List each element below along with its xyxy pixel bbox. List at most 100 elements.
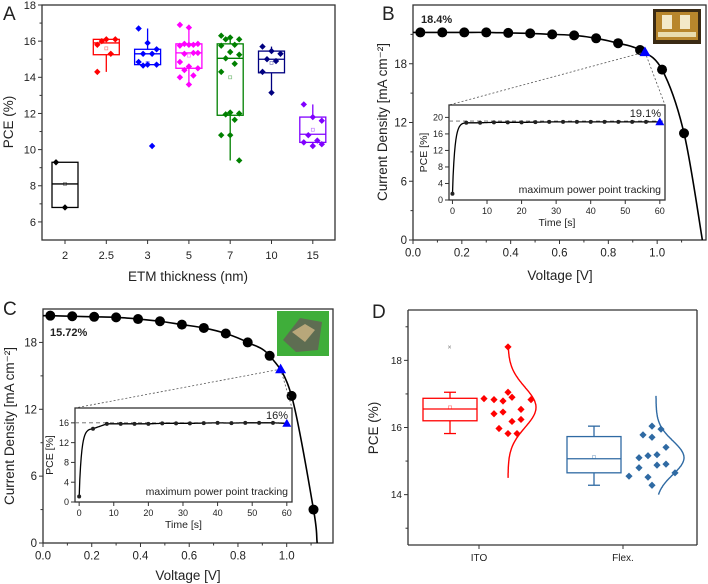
inset-mpp-tracking: 0 4 8 12 16 0 10 20 30 40 50 60 16% maximum power poi… bbox=[44, 407, 293, 531]
pce-data-point bbox=[146, 421, 151, 426]
x-tick-label: 0 bbox=[450, 206, 455, 216]
x-tick-label: 30 bbox=[551, 206, 561, 216]
x-tick-label: 10 bbox=[109, 508, 119, 518]
data-point bbox=[644, 473, 652, 481]
x-tick-label: 0.4 bbox=[132, 551, 149, 563]
y-tick-label: 6 bbox=[401, 176, 407, 188]
pce-data-point bbox=[104, 421, 109, 426]
jv-data-point bbox=[89, 311, 100, 322]
jv-data-point bbox=[415, 27, 426, 38]
box-Flex. bbox=[566, 395, 685, 495]
data-point bbox=[185, 81, 193, 88]
jv-curve bbox=[413, 31, 704, 240]
box-3 bbox=[133, 25, 162, 150]
data-point bbox=[236, 110, 243, 117]
x-tick-label: 40 bbox=[586, 206, 596, 216]
data-point bbox=[648, 422, 656, 430]
inset-frame bbox=[448, 104, 666, 201]
inset-mpp-tracking: 0 4 8 12 16 20 0 10 20 30 40 50 60 19.1% maximum power… bbox=[418, 104, 666, 229]
panel-d: D PCE (%) 14 16 18 ITO × Flex. bbox=[366, 302, 698, 564]
jv-data-point bbox=[591, 33, 602, 44]
pce-data-point bbox=[243, 420, 248, 425]
data-point bbox=[272, 57, 280, 65]
mean-marker bbox=[592, 455, 596, 459]
data-point bbox=[499, 397, 507, 405]
x-tick-label: Flex. bbox=[612, 553, 634, 564]
box-2.5 bbox=[92, 36, 120, 76]
x-tick-label: 10 bbox=[265, 250, 277, 262]
box-10 bbox=[257, 43, 286, 96]
y-tick-label: 6 bbox=[30, 217, 36, 229]
data-point bbox=[94, 41, 101, 48]
zoom-connector bbox=[280, 369, 293, 409]
data-point bbox=[495, 424, 503, 433]
stabilized-pce-label: 19.1% bbox=[630, 108, 661, 120]
pce-data-point bbox=[561, 119, 566, 124]
y-tick-label: 12 bbox=[394, 118, 407, 130]
data-point bbox=[112, 36, 119, 43]
data-point bbox=[490, 410, 498, 418]
inset-x-axis-label: Time [s] bbox=[539, 217, 576, 229]
data-point bbox=[236, 157, 243, 164]
data-point bbox=[144, 61, 151, 68]
y-tick-label: 18 bbox=[391, 356, 403, 367]
y-tick-label: 12 bbox=[433, 146, 443, 156]
jv-data-point bbox=[459, 27, 470, 38]
panel-label-b: B bbox=[382, 4, 395, 25]
x-tick-label: 0 bbox=[77, 508, 82, 518]
x-tick-label: ITO bbox=[471, 553, 488, 564]
y-tick-label: 12 bbox=[59, 438, 69, 448]
x-tick-label: 3 bbox=[145, 250, 151, 262]
data-point bbox=[517, 415, 525, 424]
data-point bbox=[263, 56, 271, 63]
jv-data-point bbox=[481, 27, 492, 38]
data-point bbox=[653, 451, 661, 459]
data-point bbox=[309, 113, 316, 121]
y-tick-label: 16 bbox=[59, 418, 69, 428]
x-tick-label: 1.0 bbox=[649, 248, 665, 260]
x-axis-label: ETM thickness (nm) bbox=[128, 269, 248, 284]
box bbox=[566, 435, 622, 474]
jv-curve bbox=[43, 314, 318, 543]
y-axis-label: Current Density [mA cm⁻²] bbox=[2, 347, 17, 505]
data-point bbox=[103, 36, 110, 43]
data-point bbox=[190, 49, 197, 57]
pce-data-point bbox=[574, 119, 579, 124]
pce-data-point bbox=[229, 421, 234, 426]
x-axis-label: Voltage [V] bbox=[527, 268, 592, 283]
data-point bbox=[490, 396, 498, 404]
inset-x-axis-label: Time [s] bbox=[165, 519, 202, 531]
pce-data-point bbox=[215, 420, 220, 425]
pce-data-point bbox=[533, 120, 538, 125]
data-point bbox=[194, 65, 202, 72]
y-tick-label: 0 bbox=[401, 235, 407, 247]
data-point bbox=[135, 58, 142, 66]
mean-marker bbox=[63, 182, 67, 186]
data-point bbox=[185, 41, 193, 48]
jv-data-point bbox=[176, 319, 187, 330]
data-point bbox=[657, 425, 665, 433]
data-point bbox=[635, 454, 643, 462]
data-point bbox=[504, 429, 512, 438]
y-tick-label: 20 bbox=[433, 113, 443, 123]
jv-data-point bbox=[657, 64, 668, 75]
final-mpp-marker bbox=[282, 418, 292, 427]
x-tick-label: 15 bbox=[307, 250, 319, 262]
pce-trace bbox=[451, 121, 660, 194]
jv-data-point bbox=[679, 128, 690, 139]
x-tick-label: 0.4 bbox=[503, 248, 520, 260]
data-point bbox=[153, 61, 160, 68]
pce-data-point bbox=[160, 421, 165, 426]
data-point bbox=[635, 464, 643, 472]
data-point bbox=[653, 461, 661, 469]
mean-marker bbox=[228, 75, 233, 80]
mpp-marker bbox=[275, 363, 287, 374]
pce-data-point bbox=[77, 494, 82, 499]
y-tick-label: 4 bbox=[64, 477, 69, 487]
box bbox=[51, 161, 79, 209]
data-point bbox=[227, 131, 234, 139]
data-point bbox=[190, 41, 197, 48]
pce-data-point bbox=[643, 119, 648, 124]
jv-data-point bbox=[547, 29, 558, 40]
